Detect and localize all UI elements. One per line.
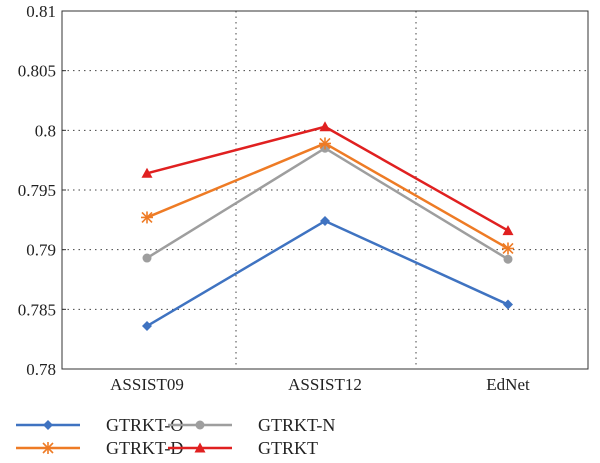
legend-label: GTRKT-N: [258, 415, 335, 435]
y-tick-label: 0.8: [35, 121, 56, 140]
legend-marker: [194, 442, 206, 453]
data-point-gtrkt-d: [502, 242, 514, 255]
y-axis-ticks: 0.78 0.785 0.79 0.795 0.8 0.805 0.81: [18, 2, 66, 379]
y-tick-label: 0.79: [26, 241, 56, 260]
data-point-gtrkt-o: [503, 299, 513, 310]
data-point-gtrkt-n: [142, 253, 152, 263]
data-point-gtrkt: [141, 167, 153, 178]
series-gtrkt: [141, 121, 514, 236]
legend-marker: [42, 442, 54, 454]
data-point-gtrkt: [502, 225, 514, 236]
data-point-gtrkt-n: [503, 254, 513, 264]
x-tick-label: EdNet: [486, 375, 530, 394]
data-point-gtrkt-o: [142, 321, 152, 332]
legend-label: GTRKT: [258, 438, 318, 458]
legend-label: GTRKT-D: [106, 438, 183, 458]
legend-label: GTRKT-O: [106, 415, 183, 435]
grid-lines: [62, 11, 588, 369]
legend-item-gtrkt-o: GTRKT-O: [16, 415, 183, 435]
y-tick-label: 0.78: [26, 360, 56, 379]
data-point-gtrkt-o: [320, 216, 330, 227]
legend: GTRKT-O GTRKT-N GTRKT-D GTRKT: [16, 415, 335, 458]
legend-marker: [195, 420, 205, 430]
data-point-gtrkt-d: [319, 137, 331, 150]
series-gtrkt-d: [141, 137, 514, 255]
y-tick-label: 0.795: [18, 181, 56, 200]
series-line-gtrkt-n: [146, 146, 509, 261]
legend-marker: [43, 420, 53, 430]
legend-item-gtrkt-d: GTRKT-D: [16, 438, 183, 458]
series-gtrkt-n: [142, 143, 513, 264]
series-line-gtrkt-o: [146, 219, 509, 328]
plot-frame: [61, 10, 589, 370]
y-tick-label: 0.785: [18, 300, 56, 319]
y-tick-label: 0.805: [18, 62, 56, 81]
data-point-gtrkt-d: [141, 211, 153, 224]
legend-item-gtrkt: GTRKT: [168, 438, 318, 458]
series-group: [141, 121, 514, 332]
x-axis-ticks: ASSIST09 ASSIST12 EdNet: [110, 375, 530, 394]
data-point-gtrkt: [319, 121, 331, 132]
x-tick-label: ASSIST09: [110, 375, 184, 394]
series-line-gtrkt: [146, 125, 509, 232]
series-gtrkt-o: [142, 216, 513, 332]
legend-item-gtrkt-n: GTRKT-N: [168, 415, 335, 435]
x-tick-label: ASSIST12: [288, 375, 362, 394]
y-tick-label: 0.81: [26, 2, 56, 21]
